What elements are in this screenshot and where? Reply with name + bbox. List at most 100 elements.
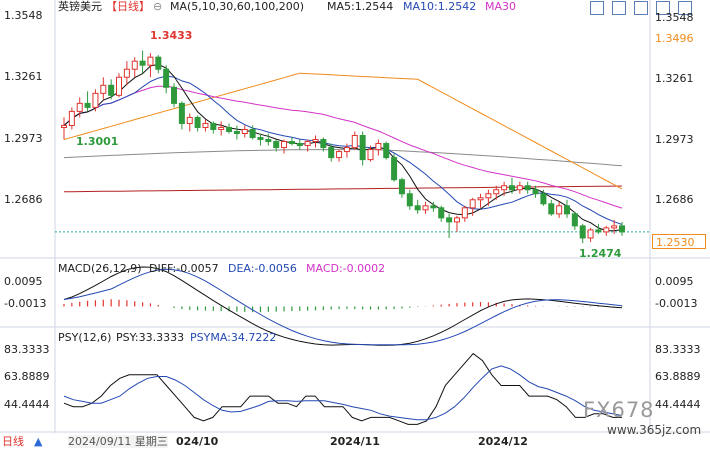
y-tick-left: 1.3261	[4, 70, 43, 83]
candle-body	[508, 185, 515, 191]
period-label[interactable]: 【日线】	[106, 0, 150, 13]
candle-body	[265, 139, 272, 143]
ma10-value: MA10:1.2542	[403, 0, 477, 13]
ma100-line	[63, 149, 623, 167]
candle-body	[249, 128, 256, 139]
macd-tick-left: -0.0013	[4, 297, 47, 310]
y-tick-left: 1.2686	[4, 193, 43, 206]
candle-body	[446, 217, 453, 223]
candle-body	[92, 92, 99, 108]
candle-body	[485, 193, 492, 199]
candle-body	[548, 203, 555, 215]
candle-body	[595, 229, 602, 233]
candle-body	[336, 151, 343, 159]
candle-body	[304, 141, 311, 147]
candle-body	[178, 102, 185, 124]
time-axis-bar: 日线 ▲ 2024/09/11 星期三 024/10 2024/11 2024/…	[0, 433, 710, 449]
symbol-title: 英镑美元	[58, 0, 102, 13]
candle-body	[422, 205, 429, 211]
candle-body	[603, 227, 610, 233]
ma5-value: MA5:1.2544	[327, 0, 394, 13]
candle-body	[391, 157, 398, 181]
candle-body	[257, 137, 264, 141]
macd-value: MACD:-0.0002	[306, 262, 386, 275]
watermark-brand: FX678	[583, 398, 655, 422]
candle-body	[398, 179, 405, 195]
settings-icon[interactable]: ⊖	[153, 0, 163, 13]
candle-body	[524, 185, 531, 191]
macd-diff-line	[63, 266, 623, 346]
candle-body	[68, 110, 75, 126]
psy-tick-right: 44.4444	[655, 398, 701, 411]
candle-body	[320, 139, 327, 149]
macd-tick-left: 0.0095	[4, 275, 43, 288]
candle-body	[359, 135, 366, 161]
candle-body	[171, 86, 178, 104]
candle-body	[375, 143, 382, 151]
y-tick-right: 1.3548	[655, 11, 694, 24]
x-tick: 024/10	[176, 435, 219, 448]
candle-body	[367, 149, 374, 161]
candle-body	[501, 185, 508, 191]
candle-body	[383, 143, 390, 159]
current-price-tag: 1.2530	[652, 234, 706, 249]
candle-body	[281, 141, 288, 149]
y-tick-left: 1.2973	[4, 132, 43, 145]
ma30-line	[63, 85, 623, 209]
grid-icon[interactable]	[612, 1, 626, 15]
candle-body	[611, 225, 618, 229]
macd-dea-line	[63, 268, 623, 346]
x-tick: 2024/12	[478, 435, 528, 448]
crosshair-date: 2024/09/11 星期三	[68, 435, 168, 448]
high-annotation: 1.3433	[150, 29, 193, 42]
macd-tick-right: 0.0095	[655, 275, 694, 288]
x-tick: 2024/11	[330, 435, 380, 448]
macd-tick-right: -0.0013	[655, 297, 698, 310]
period-dropdown-icon[interactable]: ▲	[34, 435, 43, 448]
ma60-line	[63, 72, 623, 190]
ma30-label: MA30	[485, 0, 517, 13]
candle-body	[540, 193, 547, 205]
candle-body	[493, 189, 500, 195]
candle-body	[556, 205, 563, 215]
ma-params-label: MA(5,10,30,60,100,200)	[170, 0, 305, 13]
low-annotation-left: 1.3001	[76, 135, 119, 148]
fullscreen-icon[interactable]	[656, 1, 670, 15]
candle-body	[587, 229, 594, 239]
crosshair-icon[interactable]	[590, 1, 604, 15]
candle-body	[430, 205, 437, 209]
psy-label: PSY(12,6)	[58, 331, 112, 344]
candle-body	[226, 126, 233, 132]
candle-body	[516, 185, 523, 191]
psy-tick-left: 83.3333	[4, 343, 50, 356]
candle-body	[273, 141, 280, 149]
candle-body	[461, 207, 468, 219]
candle-body	[76, 102, 83, 112]
candle-body	[155, 56, 162, 70]
candle-body	[469, 199, 476, 209]
candle-body	[202, 122, 209, 128]
candle-body	[343, 147, 350, 153]
psy-tick-left: 44.4444	[4, 398, 50, 411]
psy-tick-right: 63.8889	[655, 370, 701, 383]
candle-body	[579, 225, 586, 239]
candle-body	[296, 143, 303, 147]
psy-tick-left: 63.8889	[4, 370, 50, 383]
candle-body	[100, 84, 107, 94]
macd-label: MACD(26,12,9)	[58, 262, 142, 275]
expand-icon[interactable]	[678, 1, 692, 15]
footer-period[interactable]: 日线	[2, 435, 24, 448]
candle-body	[312, 139, 319, 143]
candle-body	[406, 193, 413, 207]
y-tick-left: 1.3548	[4, 9, 43, 22]
psyma-line	[63, 365, 623, 421]
candle-body	[619, 225, 625, 233]
candle-body	[147, 56, 154, 66]
candle-body	[218, 126, 225, 130]
candle-body	[163, 68, 170, 88]
psy-line	[63, 352, 622, 425]
layout-icon[interactable]	[634, 1, 648, 15]
candle-body	[186, 116, 193, 124]
